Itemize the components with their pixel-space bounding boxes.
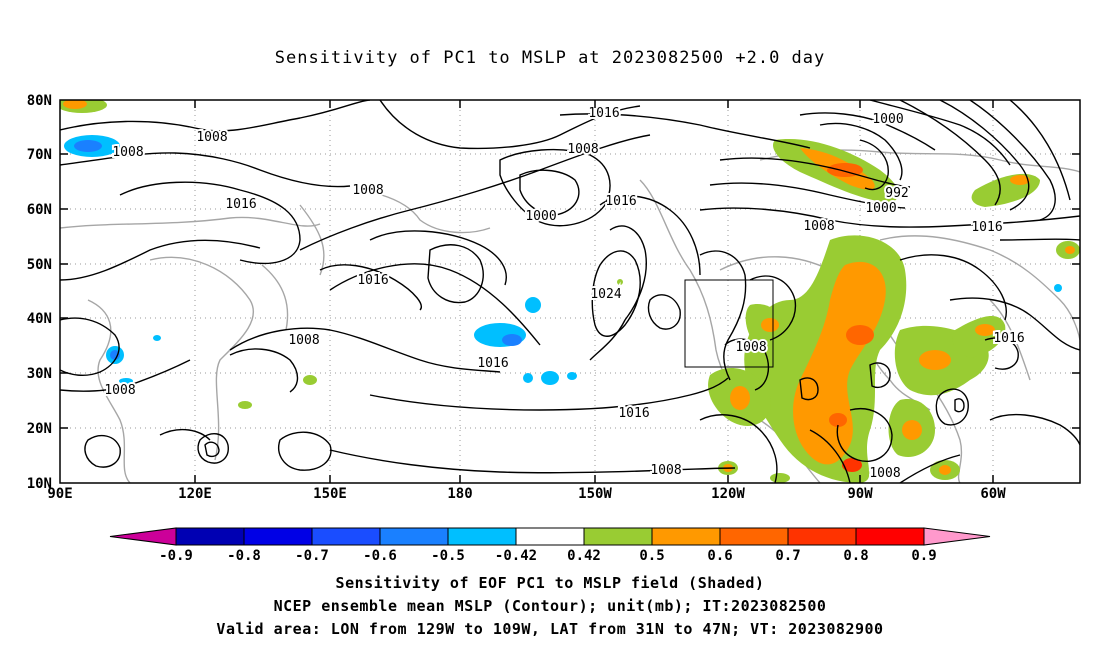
lon-label: 90W xyxy=(847,486,873,502)
mslp-contours xyxy=(60,100,1080,483)
colorbar-tick-label: 0.6 xyxy=(707,548,732,564)
colorbar-box xyxy=(379,527,449,546)
contour-label: 1000 xyxy=(525,209,556,224)
colorbar-box xyxy=(583,527,653,546)
lat-label: 10N xyxy=(27,476,52,492)
lon-label: 150W xyxy=(578,486,612,502)
colorbar-tick-label: 0.9 xyxy=(911,548,936,564)
contour-label: 1008 xyxy=(803,219,834,234)
colorbar-box xyxy=(515,527,585,546)
contour-label: 1008 xyxy=(288,333,319,348)
contour-label: 1008 xyxy=(112,145,143,160)
valid-area-box xyxy=(684,279,774,368)
contour-label: 1008 xyxy=(735,340,766,355)
colorbar-tick-label: 0.8 xyxy=(843,548,868,564)
colorbar-tick-label: -0.7 xyxy=(295,548,329,564)
sensitivity-shading xyxy=(60,100,1080,483)
contour-label: 1016 xyxy=(225,197,256,212)
lon-label: 150E xyxy=(313,486,347,502)
colorbar-box xyxy=(447,527,517,546)
colorbar-tick-label: 0.5 xyxy=(639,548,664,564)
colorbar-tick-label: -0.42 xyxy=(495,548,537,564)
contour-label: 1008 xyxy=(869,466,900,481)
contour-label: 1008 xyxy=(650,463,681,478)
colorbar-box xyxy=(243,527,313,546)
colorbar-box xyxy=(311,527,381,546)
contour-labels: 1008 1008 1016 1008 1016 1000 1016 1008 … xyxy=(102,104,1026,483)
colorbar-tick-label: 0.42 xyxy=(567,548,601,564)
colorbar-box xyxy=(651,527,721,546)
colorbar-tick-label: -0.8 xyxy=(227,548,261,564)
caption-line-3: Valid area: LON from 129W to 109W, LAT f… xyxy=(216,620,884,638)
colorbar-under-arrow xyxy=(109,527,177,546)
contour-label: 1016 xyxy=(588,106,619,121)
contour-label: 1016 xyxy=(357,273,388,288)
contour-label: 1024 xyxy=(590,287,621,302)
contour-label: 1008 xyxy=(196,130,227,145)
contour-label: 1008 xyxy=(104,383,135,398)
lon-labels: 90E 120E 150E 180 150W 120W 90W 60W xyxy=(47,486,1006,502)
axis-ticks xyxy=(60,100,1080,483)
colorbar-box xyxy=(855,527,925,546)
lon-label: 180 xyxy=(447,486,472,502)
contour-label: 1016 xyxy=(605,194,636,209)
lat-labels: 80N 70N 60N 50N 40N 30N 20N 10N xyxy=(27,93,52,492)
lon-label: 90E xyxy=(47,486,72,502)
contour-label: 1016 xyxy=(477,356,508,371)
caption-line-2: NCEP ensemble mean MSLP (Contour); unit(… xyxy=(273,597,827,615)
lon-label: 120W xyxy=(711,486,745,502)
contour-label: 1008 xyxy=(567,142,598,157)
lat-label: 20N xyxy=(27,421,52,437)
colorbar-tick-label: -0.9 xyxy=(159,548,193,564)
colorbar-box xyxy=(719,527,789,546)
colorbar: -0.9 -0.8 -0.7 -0.6 -0.5 -0.42 0.42 0.5 0.6 0.7 0.… xyxy=(109,527,991,564)
lon-label: 120E xyxy=(178,486,212,502)
contour-label: 1008 xyxy=(352,183,383,198)
caption-line-1: Sensitivity of EOF PC1 to MSLP field (Sh… xyxy=(335,574,765,592)
lat-label: 50N xyxy=(27,257,52,273)
map-title: Sensitivity of PC1 to MSLP at 2023082500… xyxy=(274,48,826,68)
colorbar-tick-label: -0.6 xyxy=(363,548,397,564)
lat-label: 60N xyxy=(27,202,52,218)
contour-label: 1000 xyxy=(865,201,896,216)
contour-label: 1000 xyxy=(872,112,903,127)
lat-label: 80N xyxy=(27,93,52,109)
contour-label: 992 xyxy=(885,186,908,201)
colorbar-box xyxy=(175,527,245,546)
colorbar-tick-label: 0.7 xyxy=(775,548,800,564)
lat-label: 70N xyxy=(27,147,52,163)
colorbar-over-arrow xyxy=(923,527,991,546)
colorbar-tick-label: -0.5 xyxy=(431,548,465,564)
lat-label: 30N xyxy=(27,366,52,382)
contour-label: 1016 xyxy=(993,331,1024,346)
lat-label: 40N xyxy=(27,311,52,327)
colorbar-box xyxy=(787,527,857,546)
contour-label: 1016 xyxy=(618,406,649,421)
contour-label: 1016 xyxy=(971,220,1002,235)
lon-label: 60W xyxy=(980,486,1006,502)
